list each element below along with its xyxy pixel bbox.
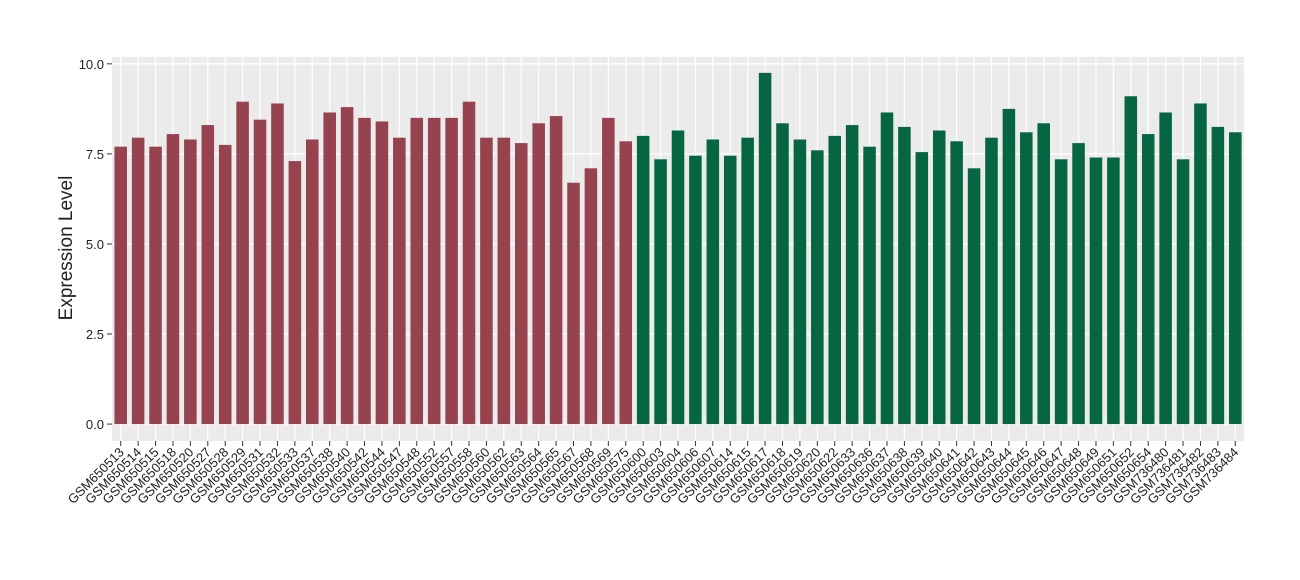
bar bbox=[166, 134, 180, 425]
y-tick-label: 2.5 bbox=[86, 327, 104, 342]
bar bbox=[1194, 103, 1207, 425]
bar bbox=[863, 146, 876, 425]
bar bbox=[1159, 112, 1172, 425]
bar bbox=[1176, 159, 1190, 425]
y-tick-label: 10.0 bbox=[79, 57, 104, 72]
bar bbox=[1020, 132, 1033, 425]
bar bbox=[358, 117, 371, 425]
bar bbox=[480, 137, 493, 425]
bar bbox=[131, 137, 145, 425]
bar bbox=[236, 101, 249, 425]
bar bbox=[393, 137, 406, 425]
bar bbox=[1141, 134, 1155, 425]
bar bbox=[306, 139, 319, 425]
bar bbox=[758, 72, 772, 425]
bar bbox=[1072, 143, 1085, 425]
bar bbox=[271, 103, 284, 425]
bar bbox=[671, 130, 685, 425]
bar bbox=[636, 135, 650, 425]
bar bbox=[828, 135, 842, 425]
bar bbox=[811, 150, 824, 425]
bar bbox=[845, 125, 859, 425]
bar bbox=[602, 117, 615, 425]
y-tick-label: 0.0 bbox=[86, 417, 104, 432]
bar bbox=[1002, 108, 1016, 425]
bar bbox=[654, 159, 667, 425]
bar bbox=[1107, 157, 1120, 425]
bar bbox=[793, 139, 807, 425]
bar bbox=[706, 139, 720, 425]
bar bbox=[689, 155, 702, 425]
bar bbox=[1211, 126, 1225, 425]
bar bbox=[567, 182, 580, 425]
bar bbox=[427, 117, 441, 425]
bar bbox=[1054, 159, 1068, 425]
bar bbox=[375, 121, 389, 425]
bar bbox=[462, 101, 476, 425]
y-tick-label: 5.0 bbox=[86, 237, 104, 252]
bar bbox=[253, 119, 267, 425]
bar bbox=[288, 161, 302, 425]
bar bbox=[967, 168, 981, 425]
bar bbox=[532, 123, 545, 425]
bar bbox=[985, 137, 998, 425]
bar bbox=[898, 126, 911, 425]
bar bbox=[1037, 123, 1050, 425]
bar bbox=[741, 137, 754, 425]
bar bbox=[776, 123, 789, 425]
bar bbox=[619, 141, 633, 425]
y-tick-label: 7.5 bbox=[86, 147, 104, 162]
bar bbox=[549, 116, 563, 425]
bar bbox=[410, 117, 424, 425]
bar bbox=[323, 112, 336, 425]
bar bbox=[340, 107, 354, 425]
bar bbox=[1124, 96, 1138, 425]
bar bbox=[114, 146, 127, 425]
bar bbox=[723, 155, 737, 425]
bar bbox=[880, 112, 894, 425]
bar bbox=[445, 117, 458, 425]
bar bbox=[915, 152, 929, 425]
bar bbox=[497, 137, 511, 425]
bar bbox=[584, 168, 598, 425]
y-axis-label: Expression Level bbox=[56, 176, 77, 321]
bar bbox=[514, 143, 528, 425]
bar bbox=[1089, 157, 1103, 425]
bar bbox=[201, 125, 215, 425]
bar bbox=[184, 139, 197, 425]
bar bbox=[950, 141, 963, 425]
bar bbox=[1229, 132, 1242, 425]
bar bbox=[932, 130, 946, 425]
bar bbox=[149, 146, 162, 425]
bar bbox=[218, 144, 232, 425]
